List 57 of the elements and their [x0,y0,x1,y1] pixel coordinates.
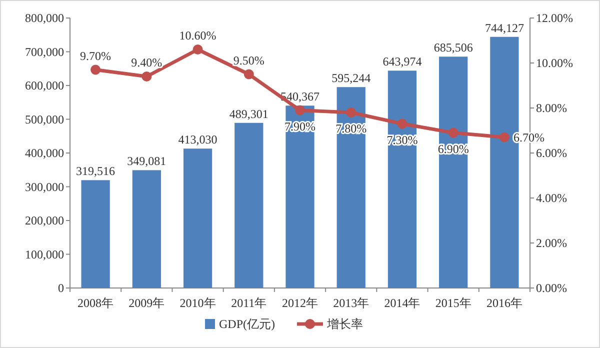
point [142,72,152,82]
y2-tick-label: 12.00% [536,11,573,25]
data-label: 595,244 [332,71,371,86]
y-tick-label: 800,000 [25,11,64,25]
x-tick-label: 2013年 [333,296,370,310]
y-tick-label: 500,000 [25,112,64,126]
y2-tick-label: 4.00% [536,191,567,205]
bar [132,170,161,288]
bar [388,70,417,288]
point [397,118,408,129]
data-label: 9.70% [80,48,112,63]
bar [336,87,366,288]
point [90,64,101,75]
y2-tick-label: 0.00% [536,281,567,295]
data-label: 9.50% [233,53,264,68]
x-tick-label: 2011年 [231,296,267,310]
x-tick-label: 2015年 [435,296,472,310]
y2-tick-label: 6.00% [536,146,567,160]
x-tick-label: 2016年 [486,296,522,310]
legend-label: 增长率 [326,317,363,331]
point [295,105,305,116]
bar [439,56,468,288]
point [499,132,510,142]
data-label: 489,301 [229,106,268,121]
data-label: 319,516 [76,164,116,178]
x-tick-label: 2010年 [180,296,216,310]
y-tick-label: 700,000 [25,44,64,59]
y2-tick-label: 8.00% [536,101,567,115]
data-label: 643,974 [382,54,422,69]
x-tick-label: 2012年 [282,296,318,310]
point [448,128,458,138]
point [192,44,203,54]
y-tick-label: 0 [58,281,64,295]
y2-tick-label: 10.00% [536,56,573,70]
x-tick-label: 2009年 [128,296,165,310]
data-label: 540,367 [280,90,320,104]
y2-tick-label: 2.00% [536,236,567,250]
y-tick-label: 400,000 [25,146,64,160]
bar [234,122,264,288]
data-label: 413,030 [178,132,218,147]
point [346,108,356,118]
data-label: 685,506 [434,40,473,55]
y-tick-label: 300,000 [25,180,64,194]
y-tick-label: 200,000 [25,214,64,228]
y-tick-label: 100,000 [25,247,64,262]
y-tick-label: 600,000 [25,78,64,92]
bar [81,180,110,288]
x-tick-label: 2014年 [384,296,420,310]
point [244,69,254,80]
data-label: 9.40% [131,56,162,70]
bar [183,148,212,288]
data-label: 349,081 [127,154,166,168]
data-label: 10.60% [179,28,216,42]
legend-label: GDP(亿元) [219,317,275,331]
bar [286,106,314,288]
data-label: 744,127 [484,20,524,35]
x-tick-label: 2008年 [78,296,114,310]
